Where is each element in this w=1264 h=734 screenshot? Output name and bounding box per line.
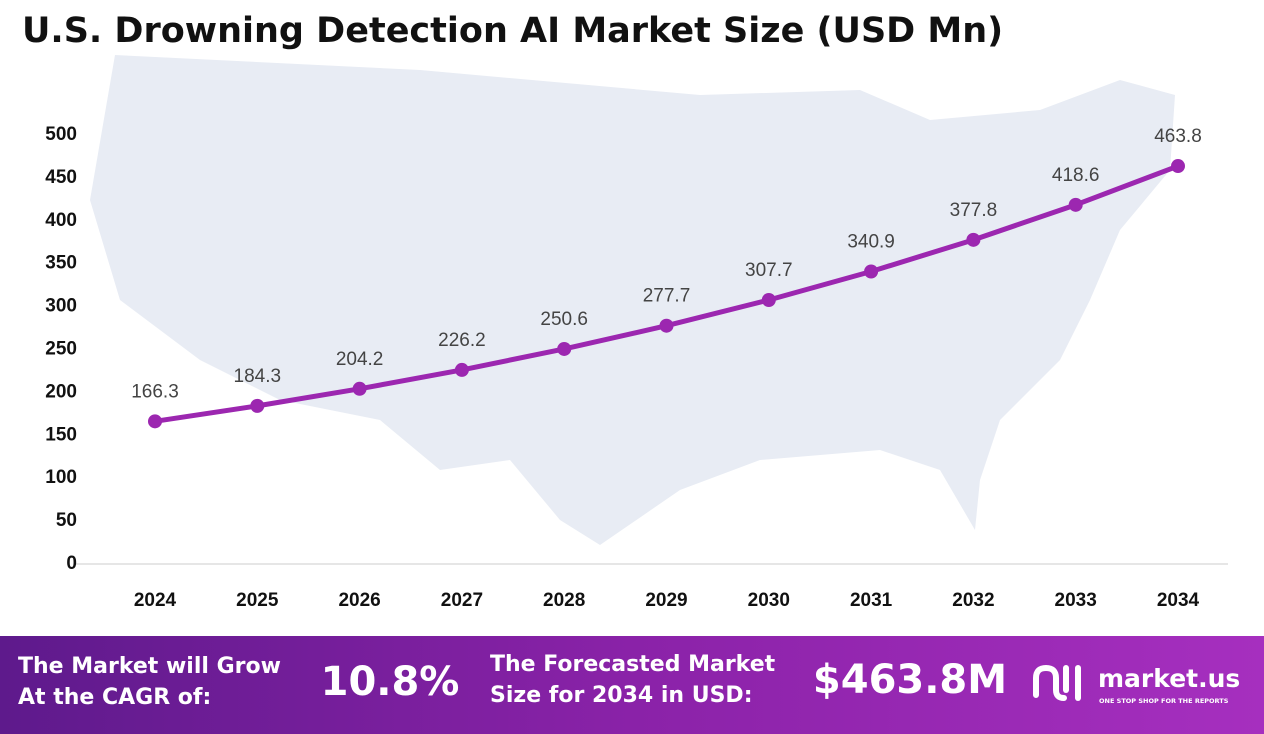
data-label: 463.8: [1154, 126, 1202, 147]
y-tick-label: 300: [45, 296, 77, 317]
marker: [557, 341, 572, 356]
x-tick-label: 2027: [441, 590, 483, 611]
data-label: 418.6: [1052, 165, 1100, 186]
marker: [966, 232, 981, 247]
chart-title: U.S. Drowning Detection AI Market Size (…: [22, 11, 1003, 51]
y-tick-label: 50: [56, 510, 77, 531]
marker: [250, 398, 265, 413]
forecast-label: The Forecasted Market: [490, 652, 776, 677]
map-background: [90, 55, 1175, 545]
marker: [864, 264, 879, 279]
forecast-label: Size for 2034 in USD:: [490, 683, 753, 708]
marker: [454, 362, 469, 377]
marker: [148, 414, 162, 429]
y-tick-label: 450: [45, 167, 77, 188]
brand-logo: [1033, 664, 1081, 701]
x-tick-label: 2026: [338, 590, 380, 611]
y-tick-label: 250: [45, 339, 77, 360]
data-label: 166.3: [131, 381, 179, 402]
y-tick-label: 150: [45, 424, 77, 445]
data-label: 277.7: [643, 286, 691, 307]
x-tick-label: 2029: [645, 590, 687, 611]
x-tick-label: 2024: [134, 590, 177, 611]
brand: market.us: [1098, 664, 1240, 693]
x-tick-label: 2034: [1157, 590, 1200, 611]
marker: [761, 292, 776, 307]
data-label: 340.9: [847, 232, 895, 253]
cagr-label: The Market will Grow: [18, 654, 281, 679]
marker: [1068, 197, 1083, 212]
y-tick-label: 0: [66, 553, 77, 574]
x-tick-label: 2030: [748, 590, 790, 611]
cagr-value: 10.8%: [321, 659, 460, 705]
marker: [659, 318, 674, 333]
marker: [352, 381, 367, 396]
y-tick-label: 200: [45, 381, 77, 402]
y-tick-label: 500: [45, 124, 77, 145]
marker: [1171, 159, 1185, 174]
cagr-label: At the CAGR of:: [18, 685, 211, 710]
x-tick-label: 2028: [543, 590, 585, 611]
x-tick-label: 2031: [850, 590, 893, 611]
data-label: 307.7: [745, 260, 793, 281]
data-label: 377.8: [950, 200, 998, 221]
data-label: 184.3: [234, 366, 282, 387]
y-tick-label: 400: [45, 210, 77, 231]
forecast-value: $463.8M: [813, 657, 1007, 703]
data-label: 226.2: [438, 330, 486, 351]
data-label: 250.6: [540, 309, 588, 330]
x-tick-label: 2033: [1055, 590, 1097, 611]
x-tick-label: 2025: [236, 590, 279, 611]
data-label: 204.2: [336, 349, 384, 370]
y-tick-label: 350: [45, 253, 77, 274]
y-tick-label: 100: [45, 467, 77, 488]
x-tick-label: 2032: [952, 590, 994, 611]
tagline: ONE STOP SHOP FOR THE REPORTS: [1099, 697, 1229, 705]
